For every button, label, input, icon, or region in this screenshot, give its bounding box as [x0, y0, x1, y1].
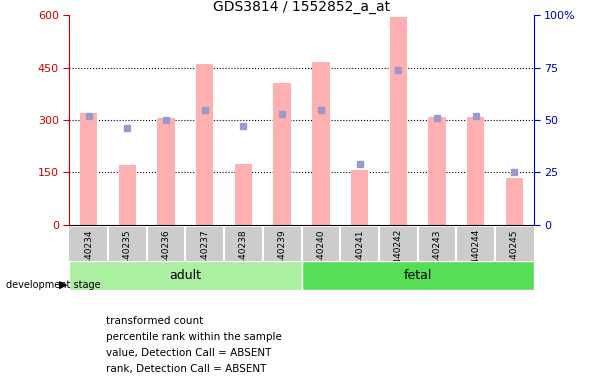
Text: GSM440244: GSM440244	[471, 229, 480, 283]
Text: GSM440243: GSM440243	[432, 229, 441, 284]
Text: adult: adult	[169, 269, 201, 282]
Bar	[312, 63, 330, 225]
Bar	[351, 169, 368, 225]
Text: percentile rank within the sample: percentile rank within the sample	[106, 332, 282, 342]
Text: fetal: fetal	[403, 269, 432, 282]
Text: rank, Detection Call = ABSENT: rank, Detection Call = ABSENT	[106, 364, 266, 374]
Bar	[196, 64, 213, 225]
Bar	[428, 116, 446, 225]
Text: GSM440236: GSM440236	[162, 229, 171, 284]
Bar	[80, 113, 98, 225]
Text: GSM440241: GSM440241	[355, 229, 364, 284]
Text: GSM440245: GSM440245	[510, 229, 519, 284]
Text: GSM440234: GSM440234	[84, 229, 93, 284]
Text: GSM440237: GSM440237	[200, 229, 209, 284]
Bar	[467, 116, 484, 225]
Text: transformed count: transformed count	[106, 316, 203, 326]
Bar	[69, 261, 302, 290]
Bar	[390, 17, 407, 225]
Bar	[505, 177, 523, 225]
Bar	[119, 166, 136, 225]
Title: GDS3814 / 1552852_a_at: GDS3814 / 1552852_a_at	[213, 0, 390, 14]
Text: GSM440239: GSM440239	[277, 229, 286, 284]
Bar	[157, 118, 175, 225]
Text: GSM440240: GSM440240	[317, 229, 326, 284]
Bar	[273, 83, 291, 225]
Text: value, Detection Call = ABSENT: value, Detection Call = ABSENT	[106, 348, 271, 358]
Text: ▶: ▶	[59, 280, 68, 290]
Text: GSM440238: GSM440238	[239, 229, 248, 284]
Bar	[235, 164, 252, 225]
Text: GSM440235: GSM440235	[123, 229, 132, 284]
Text: development stage: development stage	[6, 280, 101, 290]
Text: GSM440242: GSM440242	[394, 229, 403, 283]
Bar	[302, 261, 534, 290]
